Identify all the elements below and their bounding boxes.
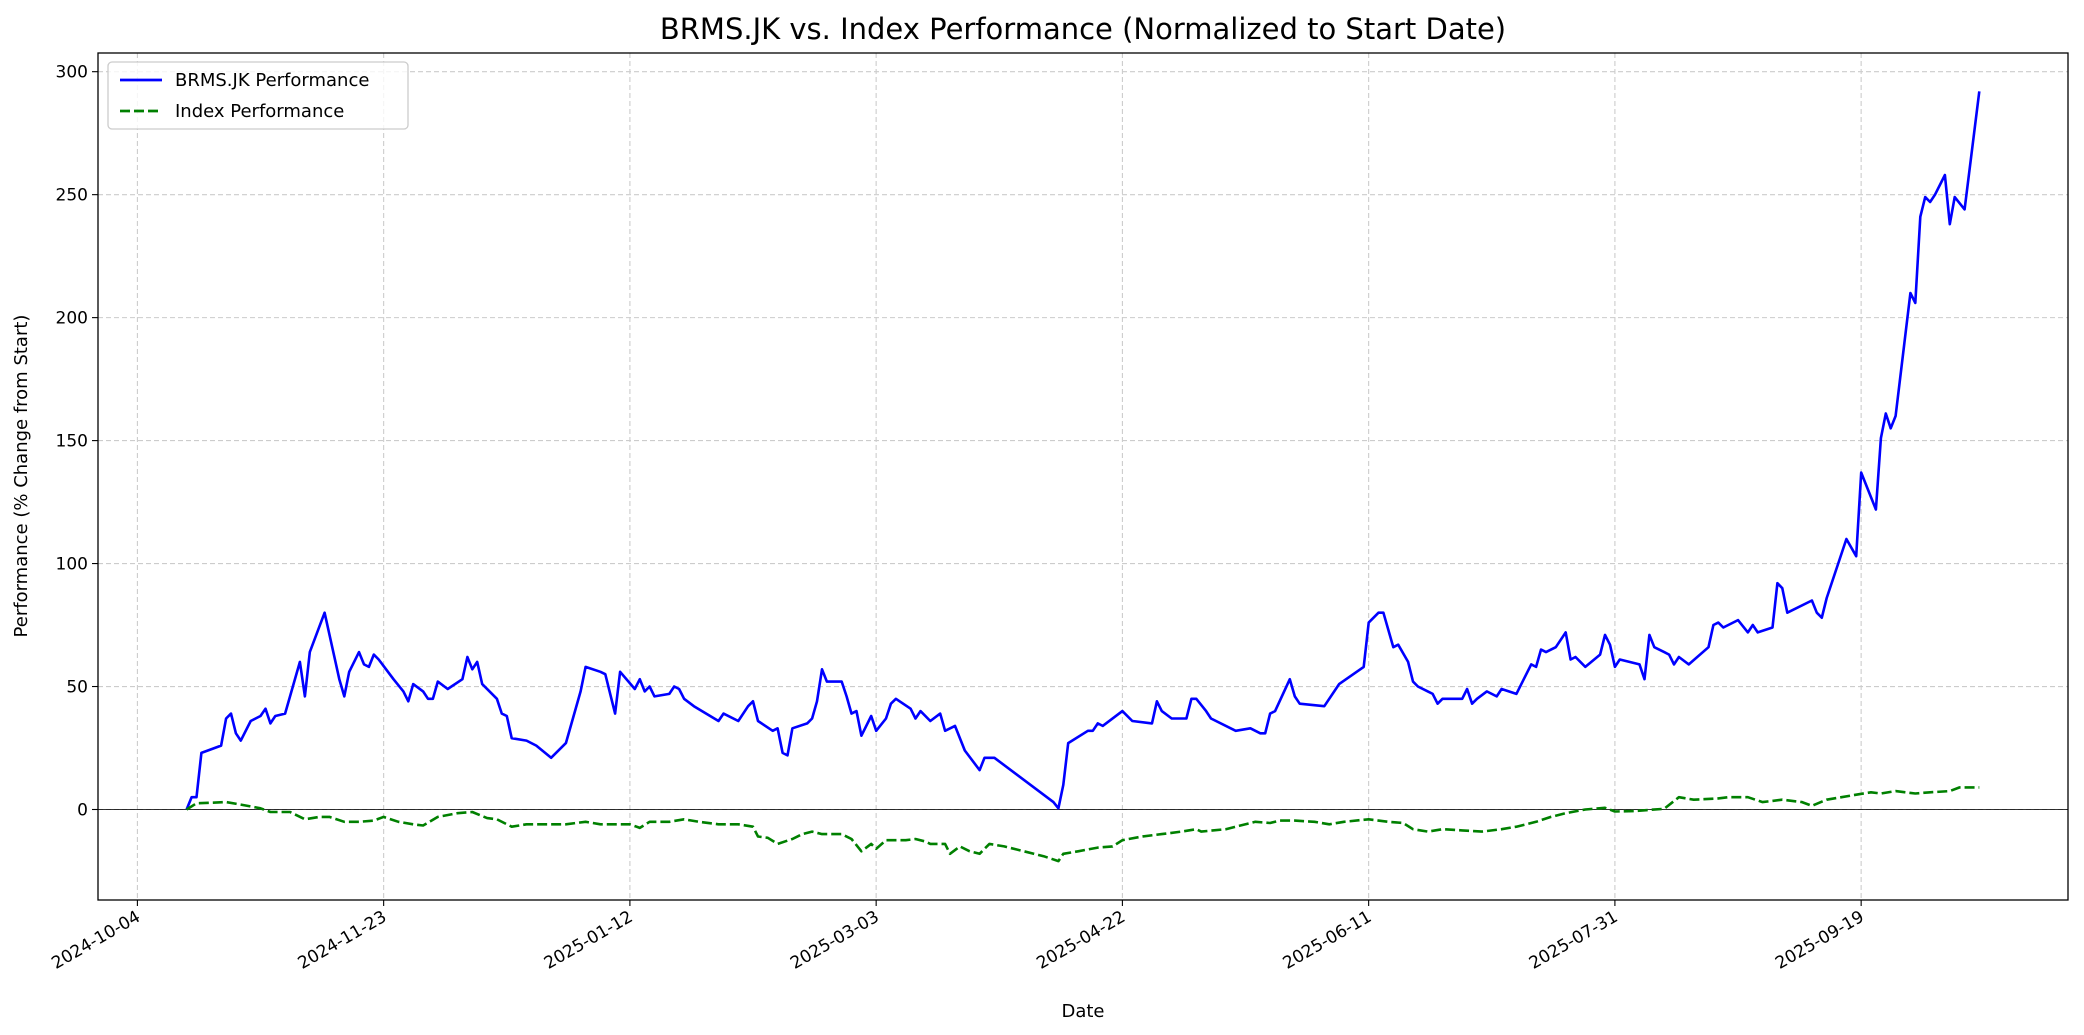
grid (98, 53, 2068, 900)
x-tick-label: 2024-11-23 (295, 907, 391, 974)
y-tick-label: 100 (56, 555, 88, 575)
y-tick-label: 50 (66, 678, 88, 698)
y-tick-label: 300 (56, 63, 88, 83)
x-tick-label: 2025-01-12 (541, 907, 637, 974)
x-tick-label: 2025-03-03 (787, 907, 883, 974)
y-tick-label: 250 (56, 186, 88, 206)
x-axis-ticks: 2024-10-04 2024-11-23 2025-01-12 2025-03-03… (48, 900, 1868, 974)
legend-box (107, 61, 409, 130)
x-tick-label: 2025-04-22 (1033, 907, 1129, 974)
y-tick-label: 200 (56, 309, 88, 329)
plot-frame (97, 52, 2069, 901)
brms-performance-line (185, 91, 1981, 810)
index-performance-line (185, 786, 1980, 863)
x-tick-label: 2025-09-19 (1772, 907, 1868, 974)
legend-label-brms: BRMS.JK Performance (175, 70, 369, 91)
x-tick-label: 2024-10-04 (48, 907, 144, 974)
legend: BRMS.JK Performance Index Performance (107, 61, 409, 130)
chart-title: BRMS.JK vs. Index Performance (Normalize… (660, 12, 1506, 46)
series-lines (185, 91, 1981, 863)
x-axis-label: Date (1061, 1001, 1104, 1022)
legend-label-index: Index Performance (175, 101, 344, 122)
y-tick-label: 150 (56, 432, 88, 452)
y-axis-ticks: 0 50 100 150 200 250 300 (56, 63, 98, 820)
y-axis-label: Performance (% Change from Start) (11, 315, 32, 638)
x-tick-label: 2025-06-11 (1280, 907, 1376, 974)
x-tick-label: 2025-07-31 (1526, 907, 1622, 974)
y-tick-label: 0 (77, 800, 88, 820)
